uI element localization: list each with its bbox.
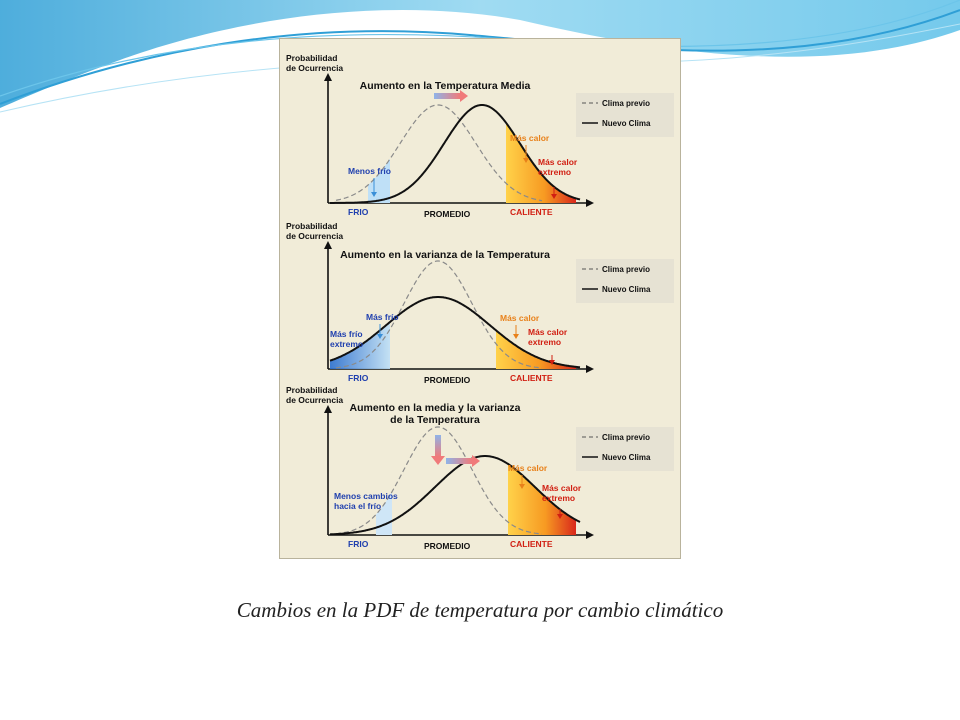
legend-new-label: Nuevo Clima bbox=[602, 285, 651, 294]
cold-change-label: hacia el frío bbox=[334, 501, 381, 511]
cold-change-label: Menos frío bbox=[348, 166, 391, 176]
legend-box bbox=[576, 93, 674, 137]
slide-caption: Cambios en la PDF de temperatura por cam… bbox=[236, 598, 724, 622]
x-label-hot: CALIENTE bbox=[510, 207, 553, 217]
hot-extreme-label: extremo bbox=[542, 493, 575, 503]
cold-change-arrow-head bbox=[377, 334, 383, 339]
cold-change-label: Más frío bbox=[366, 312, 399, 322]
temperature-pdf-figure: Probabilidad de Ocurrencia Aumento en la T… bbox=[279, 38, 681, 559]
legend-new-label: Nuevo Clima bbox=[602, 453, 651, 462]
x-label-cold: FRIO bbox=[348, 207, 369, 217]
x-axis-arrowhead bbox=[586, 199, 594, 207]
hot-arrow-head bbox=[519, 484, 525, 489]
panel-title: de la Temperatura bbox=[390, 414, 480, 426]
x-label-average: PROMEDIO bbox=[424, 209, 471, 219]
new-climate-curve bbox=[330, 104, 581, 204]
hot-tail-area bbox=[506, 122, 576, 203]
hot-extreme-arrow-head bbox=[549, 360, 555, 365]
new-climate-curve bbox=[329, 296, 581, 369]
panel-title: Aumento en la varianza de la Temperatura bbox=[340, 249, 550, 261]
mean-shift-arrow bbox=[434, 93, 460, 99]
cold-tail-area bbox=[330, 322, 390, 369]
x-label-hot: CALIENTE bbox=[510, 373, 553, 383]
hot-extreme-arrow-head bbox=[551, 194, 557, 199]
legend-previous-label: Clima previo bbox=[602, 433, 650, 442]
x-label-hot: CALIENTE bbox=[510, 539, 553, 549]
cold-tail-area bbox=[376, 491, 392, 535]
hot-extreme-arrow-head bbox=[557, 514, 563, 519]
mean-shift-arrow bbox=[446, 458, 472, 464]
legend-previous-label: Clima previo bbox=[602, 265, 650, 274]
x-label-average: PROMEDIO bbox=[424, 541, 471, 551]
hot-extreme-label: Más calor bbox=[538, 157, 578, 167]
legend-box bbox=[576, 427, 674, 471]
legend-box bbox=[576, 259, 674, 303]
y-axis-label: Probabilidad bbox=[286, 385, 337, 395]
hot-extreme-label: extremo bbox=[528, 337, 561, 347]
hot-arrow-head bbox=[523, 158, 529, 163]
cold-change-label: Menos cambios bbox=[334, 491, 398, 501]
hot-extreme-label: Más calor bbox=[528, 327, 568, 337]
legend-new-label: Nuevo Clima bbox=[602, 119, 651, 128]
y-axis-label: de Ocurrencia bbox=[286, 63, 343, 73]
cold-extreme-label: extremo bbox=[330, 339, 363, 349]
mean-shift-arrowhead bbox=[472, 455, 480, 467]
hot-label: Más calor bbox=[508, 463, 548, 473]
hot-label: Más calor bbox=[500, 313, 540, 323]
previous-climate-curve bbox=[335, 260, 543, 369]
x-label-cold: FRIO bbox=[348, 539, 369, 549]
panel-title: Aumento en la Temperatura Media bbox=[360, 80, 531, 92]
y-axis-label: de Ocurrencia bbox=[286, 395, 343, 405]
hot-extreme-label: extremo bbox=[538, 167, 571, 177]
y-axis-label: Probabilidad bbox=[286, 53, 337, 63]
hot-arrow-head bbox=[513, 334, 519, 339]
hot-tail-area bbox=[496, 330, 576, 369]
y-axis-arrowhead bbox=[324, 405, 332, 413]
x-label-cold: FRIO bbox=[348, 373, 369, 383]
x-axis-arrowhead bbox=[586, 365, 594, 373]
mean-shift-arrowhead bbox=[460, 90, 468, 102]
panel-title: Aumento en la media y la varianza bbox=[350, 402, 521, 414]
x-axis-arrowhead bbox=[586, 531, 594, 539]
legend-previous-label: Clima previo bbox=[602, 99, 650, 108]
cold-change-arrow-head bbox=[371, 192, 377, 197]
y-axis-arrowhead bbox=[324, 73, 332, 81]
hot-label: Más calor bbox=[510, 133, 550, 143]
variance-shift-arrowhead bbox=[431, 456, 445, 465]
x-label-average: PROMEDIO bbox=[424, 375, 471, 385]
variance-shift-arrow bbox=[435, 435, 441, 457]
new-climate-curve bbox=[329, 455, 581, 536]
y-axis-arrowhead bbox=[324, 241, 332, 249]
hot-extreme-label: Más calor bbox=[542, 483, 582, 493]
y-axis-label: de Ocurrencia bbox=[286, 231, 343, 241]
previous-climate-curve bbox=[335, 426, 543, 535]
previous-climate-curve bbox=[335, 104, 543, 202]
cold-extreme-label: Más frío bbox=[330, 329, 363, 339]
y-axis-label: Probabilidad bbox=[286, 221, 337, 231]
